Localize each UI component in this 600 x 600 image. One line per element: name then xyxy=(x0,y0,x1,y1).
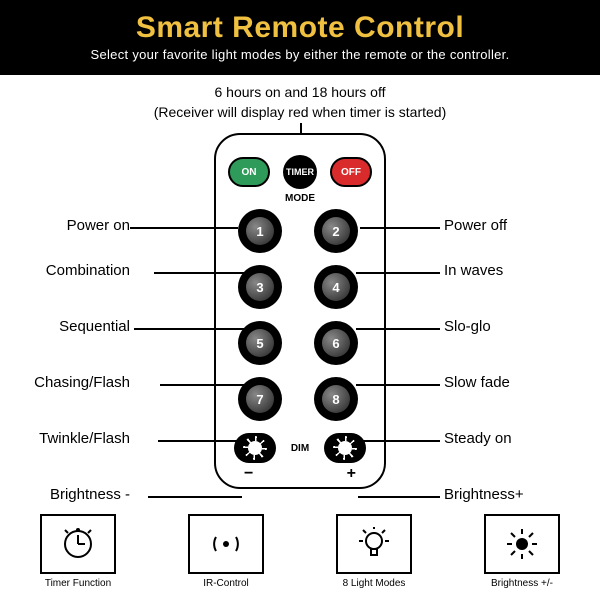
ir-icon xyxy=(188,514,264,574)
mode-button-5[interactable]: 5 xyxy=(238,321,282,365)
timer-note: 6 hours on and 18 hours off (Receiver wi… xyxy=(100,83,500,122)
feature-sun: Brightness +/- xyxy=(484,514,560,589)
sun-icon xyxy=(248,441,262,455)
callout-label: Slow fade xyxy=(444,374,510,391)
callout-line xyxy=(360,227,440,229)
callout-label: Sequential xyxy=(59,318,130,335)
dim-label: DIM xyxy=(291,443,309,454)
feature-bulb: 8 Light Modes xyxy=(336,514,412,589)
dim-row: DIM xyxy=(234,433,366,463)
header: Smart Remote Control Select your favorit… xyxy=(0,0,600,75)
callout-line xyxy=(154,272,244,274)
clock-icon xyxy=(40,514,116,574)
callout-line xyxy=(160,384,244,386)
remote-outline: ON TIMER OFF MODE 12345678 DIM − + xyxy=(214,133,386,489)
callout-line xyxy=(130,227,238,229)
feature-label: IR-Control xyxy=(188,578,264,589)
callout-label: Power on xyxy=(67,217,130,234)
timer-note-line1: 6 hours on and 18 hours off xyxy=(100,83,500,103)
feature-label: 8 Light Modes xyxy=(336,578,412,589)
mode-button-7[interactable]: 7 xyxy=(238,377,282,421)
callout-line xyxy=(158,440,244,442)
callout-line xyxy=(358,496,440,498)
timer-button[interactable]: TIMER xyxy=(283,155,317,189)
mode-button-4[interactable]: 4 xyxy=(314,265,358,309)
mode-label: MODE xyxy=(216,193,384,204)
sun-icon xyxy=(484,514,560,574)
brightness-plus-button[interactable] xyxy=(324,433,366,463)
feature-ir: IR-Control xyxy=(188,514,264,589)
mode-number-grid: 12345678 xyxy=(238,209,362,421)
page-title: Smart Remote Control xyxy=(13,11,587,45)
brightness-minus-button[interactable] xyxy=(234,433,276,463)
remote-top-row: ON TIMER OFF xyxy=(228,155,372,189)
callout-line xyxy=(356,328,440,330)
timer-note-line2: (Receiver will display red when timer is… xyxy=(100,103,500,123)
callout-label: Combination xyxy=(46,262,130,279)
mode-button-8[interactable]: 8 xyxy=(314,377,358,421)
sun-icon xyxy=(338,441,352,455)
callout-label: Brightness+ xyxy=(444,486,524,503)
feature-clock: Timer Function xyxy=(40,514,116,589)
callout-line xyxy=(134,328,244,330)
callout-line xyxy=(148,496,242,498)
feature-label: Timer Function xyxy=(40,578,116,589)
callout-label: Power off xyxy=(444,217,507,234)
mode-button-6[interactable]: 6 xyxy=(314,321,358,365)
callout-label: Twinkle/Flash xyxy=(39,430,130,447)
callout-label: Steady on xyxy=(444,430,512,447)
mode-button-2[interactable]: 2 xyxy=(314,209,358,253)
plus-minus-row: − + xyxy=(244,465,356,483)
mode-button-3[interactable]: 3 xyxy=(238,265,282,309)
off-button[interactable]: OFF xyxy=(330,157,372,187)
callout-line xyxy=(356,440,440,442)
feature-label: Brightness +/- xyxy=(484,578,560,589)
page-subtitle: Select your favorite light modes by eith… xyxy=(13,47,587,62)
plus-sign: + xyxy=(347,465,356,483)
callout-label: In waves xyxy=(444,262,503,279)
minus-sign: − xyxy=(244,465,253,483)
callout-label: Brightness - xyxy=(50,486,130,503)
mode-button-1[interactable]: 1 xyxy=(238,209,282,253)
bulb-icon xyxy=(336,514,412,574)
callout-line xyxy=(356,384,440,386)
feature-row: Timer Function IR-Control 8 Light Modes Bri… xyxy=(40,514,560,589)
callout-label: Slo-glo xyxy=(444,318,491,335)
callout-line xyxy=(356,272,440,274)
callout-label: Chasing/Flash xyxy=(34,374,130,391)
on-button[interactable]: ON xyxy=(228,157,270,187)
diagram-area: 6 hours on and 18 hours off (Receiver wi… xyxy=(0,75,600,595)
